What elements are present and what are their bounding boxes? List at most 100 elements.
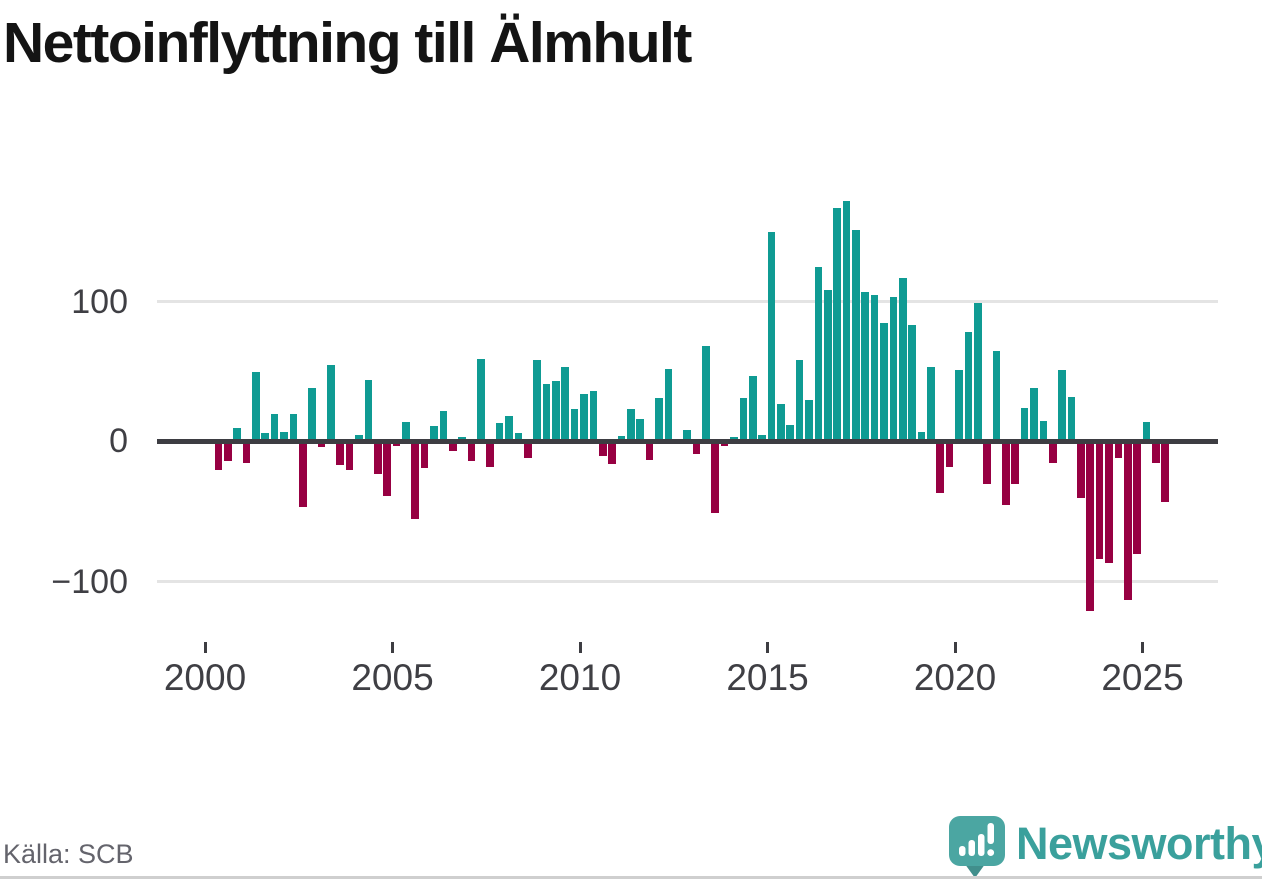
bar	[870, 294, 879, 442]
bar	[973, 302, 982, 442]
bar	[402, 421, 410, 442]
bar	[505, 416, 513, 442]
bar	[842, 200, 851, 442]
x-axis-label-2015: 2015	[726, 657, 809, 698]
x-axis-label-2025: 2025	[1101, 657, 1184, 698]
bar	[420, 441, 429, 469]
bar	[852, 230, 860, 442]
bar	[1114, 441, 1123, 459]
bar	[598, 441, 607, 456]
bar	[814, 266, 823, 442]
bar	[298, 441, 307, 508]
bar	[945, 441, 954, 467]
bar	[833, 207, 841, 442]
bar	[270, 413, 279, 442]
bar	[889, 297, 898, 442]
bar	[411, 441, 420, 519]
bar	[1086, 441, 1095, 611]
bar	[214, 441, 223, 470]
bar	[861, 291, 870, 442]
bar	[280, 431, 288, 442]
bar	[514, 433, 523, 442]
bar	[1020, 407, 1029, 442]
bar	[898, 277, 907, 442]
zero-baseline	[157, 439, 1218, 444]
bar	[1161, 441, 1170, 502]
bar	[664, 368, 673, 442]
bar	[692, 441, 701, 455]
bar	[739, 398, 748, 442]
bar	[373, 441, 382, 474]
exclamation-dot	[987, 849, 995, 856]
bar	[711, 441, 720, 513]
bar	[608, 441, 616, 464]
bar	[242, 441, 251, 463]
bar	[383, 441, 391, 497]
bar	[570, 409, 579, 442]
bar	[908, 325, 916, 442]
bar	[795, 360, 804, 442]
bar	[252, 371, 260, 442]
bar	[355, 434, 363, 442]
x-tick-2015	[766, 642, 769, 653]
exclamation-stem	[987, 823, 994, 844]
gridline-plus100	[157, 300, 1218, 303]
bar	[261, 433, 270, 442]
x-tick-2005	[391, 642, 394, 653]
mini-bar-3	[978, 834, 985, 856]
speech-bubble-bar-chart-icon	[949, 816, 1005, 878]
bar	[917, 431, 926, 442]
y-axis-label-100: 100	[71, 283, 128, 321]
bar	[1123, 441, 1132, 600]
x-axis-label-2005: 2005	[351, 657, 434, 698]
bar	[589, 391, 598, 442]
bar	[748, 375, 757, 442]
x-tick-2020	[953, 642, 957, 653]
bar	[983, 441, 991, 484]
bar	[477, 358, 485, 442]
bar	[533, 360, 541, 442]
bar	[495, 423, 504, 442]
x-axis-label-2000: 2000	[163, 657, 247, 698]
bar	[880, 322, 888, 442]
bar	[1105, 441, 1113, 564]
bar	[1011, 441, 1020, 484]
bar	[1152, 441, 1160, 463]
bar	[702, 346, 710, 442]
bar	[289, 413, 298, 442]
bar	[936, 441, 945, 494]
page-title: Nettoinflyttning till Älmhult	[3, 11, 692, 75]
bar	[1142, 421, 1151, 442]
bar	[364, 379, 373, 442]
brand-name: Newsworthy	[1016, 818, 1262, 869]
bar	[1039, 420, 1048, 442]
bar	[805, 399, 813, 442]
bar	[645, 441, 654, 460]
y-axis-label-0: 0	[109, 422, 128, 460]
x-tick-2000	[203, 642, 207, 653]
bar	[486, 441, 495, 467]
y-axis-label-minus100: −100	[51, 563, 128, 601]
bar	[1095, 441, 1104, 560]
bottom-edge-strip	[0, 876, 1262, 879]
bar	[233, 427, 241, 442]
x-axis-label-2020: 2020	[913, 657, 997, 698]
bar	[1048, 441, 1057, 463]
bar	[777, 403, 785, 442]
bar	[561, 367, 570, 442]
bar	[448, 441, 457, 452]
mini-bar-2	[968, 840, 975, 856]
gridline-minus100	[157, 580, 1218, 583]
bar	[542, 384, 551, 442]
bar	[523, 441, 532, 459]
x-tick-2025	[1141, 642, 1144, 653]
bar	[317, 441, 326, 448]
mini-bar-1	[959, 846, 966, 856]
bubble-body	[949, 816, 1005, 866]
bar	[467, 441, 476, 462]
bar	[327, 364, 335, 442]
bar	[308, 388, 316, 442]
bar	[683, 430, 691, 442]
bar	[1077, 441, 1085, 498]
